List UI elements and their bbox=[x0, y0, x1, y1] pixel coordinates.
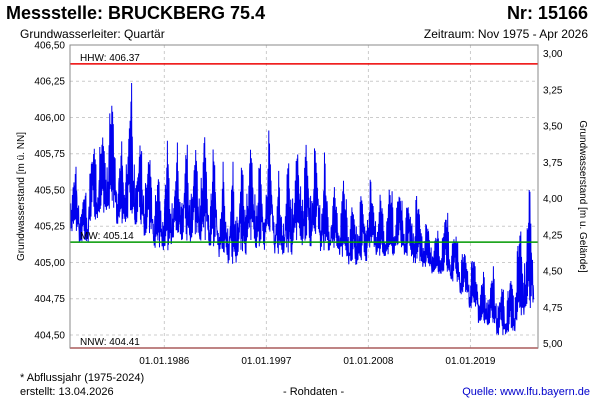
x-tick-label: 01.01.2019 bbox=[445, 356, 495, 367]
series-line bbox=[69, 82, 535, 335]
y-tick-label-right: 3,50 bbox=[543, 122, 563, 133]
y-tick-label-right: 5,00 bbox=[543, 339, 563, 350]
y-tick-label-left: 405,00 bbox=[34, 258, 65, 269]
plot-frame bbox=[69, 44, 539, 349]
y-tick-label-right: 4,25 bbox=[543, 230, 563, 241]
y-tick-label-left: 405,75 bbox=[34, 149, 65, 160]
y-tick-label-left: 406,50 bbox=[34, 41, 65, 52]
reference-line-label: NNW: 404.41 bbox=[80, 337, 140, 348]
y-axis-label-right: Grundwasserstand [m u. Gelände] bbox=[577, 120, 588, 273]
y-tick-label-right: 4,00 bbox=[543, 194, 563, 205]
y-tick-label-right: 4,75 bbox=[543, 303, 563, 314]
period-label: Zeitraum: Nov 1975 - Apr 2026 bbox=[423, 27, 588, 41]
series-layer bbox=[69, 82, 535, 335]
y-tick-label-left: 404,75 bbox=[34, 294, 65, 305]
source-link[interactable]: Quelle: www.lfu.bayern.de bbox=[462, 386, 590, 398]
x-tick-label: 01.01.1997 bbox=[241, 356, 291, 367]
footnote: * Abflussjahr (1975-2024) bbox=[20, 372, 145, 384]
x-tick-label: 01.01.1986 bbox=[139, 356, 189, 367]
station-number: Nr: 15166 bbox=[506, 3, 588, 23]
y-tick-label-left: 405,25 bbox=[34, 222, 65, 233]
reference-line-label: MW: 405.14 bbox=[80, 231, 134, 242]
y-tick-label-right: 4,50 bbox=[543, 267, 563, 278]
y-tick-label-right: 3,00 bbox=[543, 49, 563, 60]
axis-labels: 404,50 404,75 405,00 405,25 405,50 405,75 406,… bbox=[34, 41, 562, 368]
x-tick-label: 01.01.2008 bbox=[343, 356, 393, 367]
y-tick-label-left: 406,25 bbox=[34, 77, 65, 88]
grid-lines bbox=[70, 44, 538, 348]
y-tick-label-left: 404,50 bbox=[34, 330, 65, 341]
y-tick-label-left: 406,00 bbox=[34, 113, 65, 124]
aquifer-label: Grundwasserleiter: Quartär bbox=[20, 27, 165, 41]
y-tick-label-right: 3,75 bbox=[543, 158, 563, 169]
rawdata-label: - Rohdaten - bbox=[283, 386, 345, 398]
reference-line-label: HHW: 406.37 bbox=[80, 53, 140, 64]
page-title: Messstelle: BRUCKBERG 75.4 bbox=[6, 3, 266, 23]
created-date: erstellt: 13.04.2026 bbox=[20, 386, 114, 398]
y-tick-label-left: 405,50 bbox=[34, 185, 65, 196]
y-tick-label-right: 3,25 bbox=[543, 85, 563, 96]
y-axis-label-left: Grundwasserstand [m ü. NN] bbox=[16, 132, 27, 261]
